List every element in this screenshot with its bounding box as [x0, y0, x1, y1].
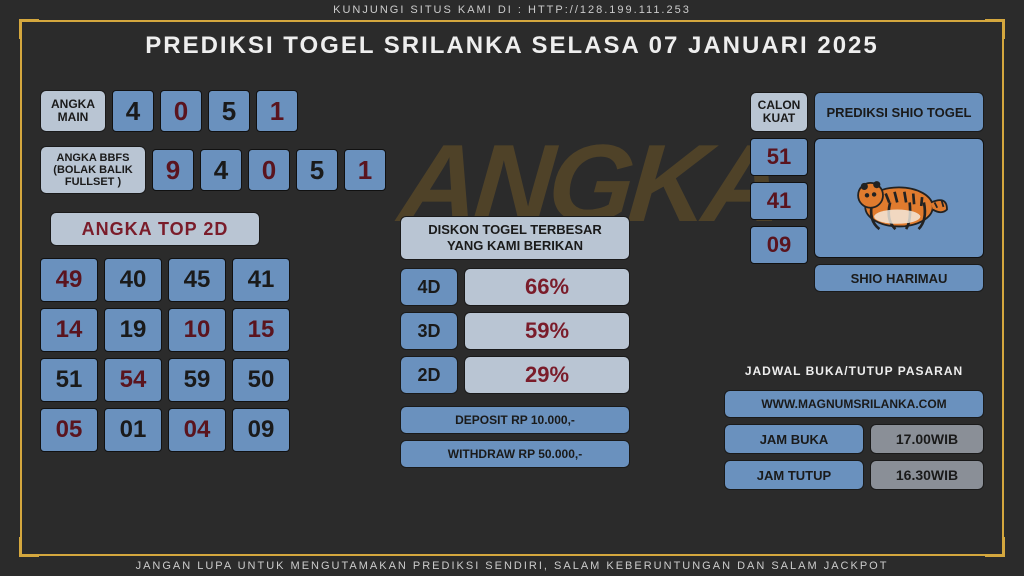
discount-label: 2D: [400, 356, 458, 394]
top2d-cell: 14: [40, 308, 98, 352]
bbfs-digit: 9: [152, 149, 194, 191]
page-title: PREDIKSI TOGEL SRILANKA SELASA 07 JANUAR…: [0, 32, 1024, 60]
discount-value: 59%: [464, 312, 630, 350]
shio-panel: PREDIKSI SHIO TOGEL SHIO HARIMAU: [814, 92, 984, 292]
withdraw-info: WITHDRAW RP 50.000,-: [400, 440, 630, 468]
top2d-cell: 49: [40, 258, 98, 302]
top2d-cell: 19: [104, 308, 162, 352]
jadwal-panel: JADWAL BUKA/TUTUP PASARAN WWW.MAGNUMSRIL…: [724, 358, 984, 490]
top2d-grid: 49404541 14191015 51545950 05010409: [40, 258, 290, 452]
top2d-cell: 50: [232, 358, 290, 402]
discount-label: 4D: [400, 268, 458, 306]
calon-number: 51: [750, 138, 808, 176]
top2d-cell: 41: [232, 258, 290, 302]
bbfs-digit: 1: [344, 149, 386, 191]
jam-tutup-label: JAM TUTUP: [724, 460, 864, 490]
shio-title: PREDIKSI SHIO TOGEL: [814, 92, 984, 132]
tiger-icon: [844, 158, 954, 238]
bbfs-row: ANGKA BBFS (BOLAK BALIK FULLSET ) 94051: [40, 146, 386, 194]
discount-value: 29%: [464, 356, 630, 394]
jadwal-title: JADWAL BUKA/TUTUP PASARAN: [724, 358, 984, 384]
calon-number: 09: [750, 226, 808, 264]
top2d-cell: 09: [232, 408, 290, 452]
top2d-cell: 51: [40, 358, 98, 402]
shio-name: SHIO HARIMAU: [814, 264, 984, 292]
top2d-cell: 54: [104, 358, 162, 402]
jam-tutup-value: 16.30WIB: [870, 460, 984, 490]
jam-buka-label: JAM BUKA: [724, 424, 864, 454]
main-digit: 4: [112, 90, 154, 132]
jadwal-site: WWW.MAGNUMSRILANKA.COM: [724, 390, 984, 418]
main-digit: 5: [208, 90, 250, 132]
top2d-cell: 59: [168, 358, 226, 402]
calon-number: 41: [750, 182, 808, 220]
angka-main-row: ANGKA MAIN 4051: [40, 90, 298, 132]
bbfs-digit: 0: [248, 149, 290, 191]
main-digit: 1: [256, 90, 298, 132]
shio-image: [814, 138, 984, 258]
discount-value: 66%: [464, 268, 630, 306]
top-banner: KUNJUNGI SITUS KAMI DI : HTTP://128.199.…: [0, 4, 1024, 16]
calon-column: CALON KUAT 51 41 09: [750, 92, 808, 264]
discount-grid: 4D66%3D59%2D29% DEPOSIT RP 10.000,- WITH…: [400, 268, 630, 468]
top2d-cell: 10: [168, 308, 226, 352]
angka-main-label: ANGKA MAIN: [40, 90, 106, 132]
top2d-label: ANGKA TOP 2D: [50, 212, 260, 246]
bbfs-label: ANGKA BBFS (BOLAK BALIK FULLSET ): [40, 146, 146, 194]
top2d-cell: 45: [168, 258, 226, 302]
top2d-cell: 15: [232, 308, 290, 352]
discount-title: DISKON TOGEL TERBESAR YANG KAMI BERIKAN: [400, 216, 630, 260]
bbfs-digit: 5: [296, 149, 338, 191]
bottom-banner: JANGAN LUPA UNTUK MENGUTAMAKAN PREDIKSI …: [0, 560, 1024, 572]
jam-buka-value: 17.00WIB: [870, 424, 984, 454]
top2d-cell: 04: [168, 408, 226, 452]
calon-label: CALON KUAT: [750, 92, 808, 132]
top2d-cell: 05: [40, 408, 98, 452]
discount-label: 3D: [400, 312, 458, 350]
top2d-cell: 40: [104, 258, 162, 302]
main-digit: 0: [160, 90, 202, 132]
top2d-cell: 01: [104, 408, 162, 452]
bbfs-digit: 4: [200, 149, 242, 191]
deposit-info: DEPOSIT RP 10.000,-: [400, 406, 630, 434]
